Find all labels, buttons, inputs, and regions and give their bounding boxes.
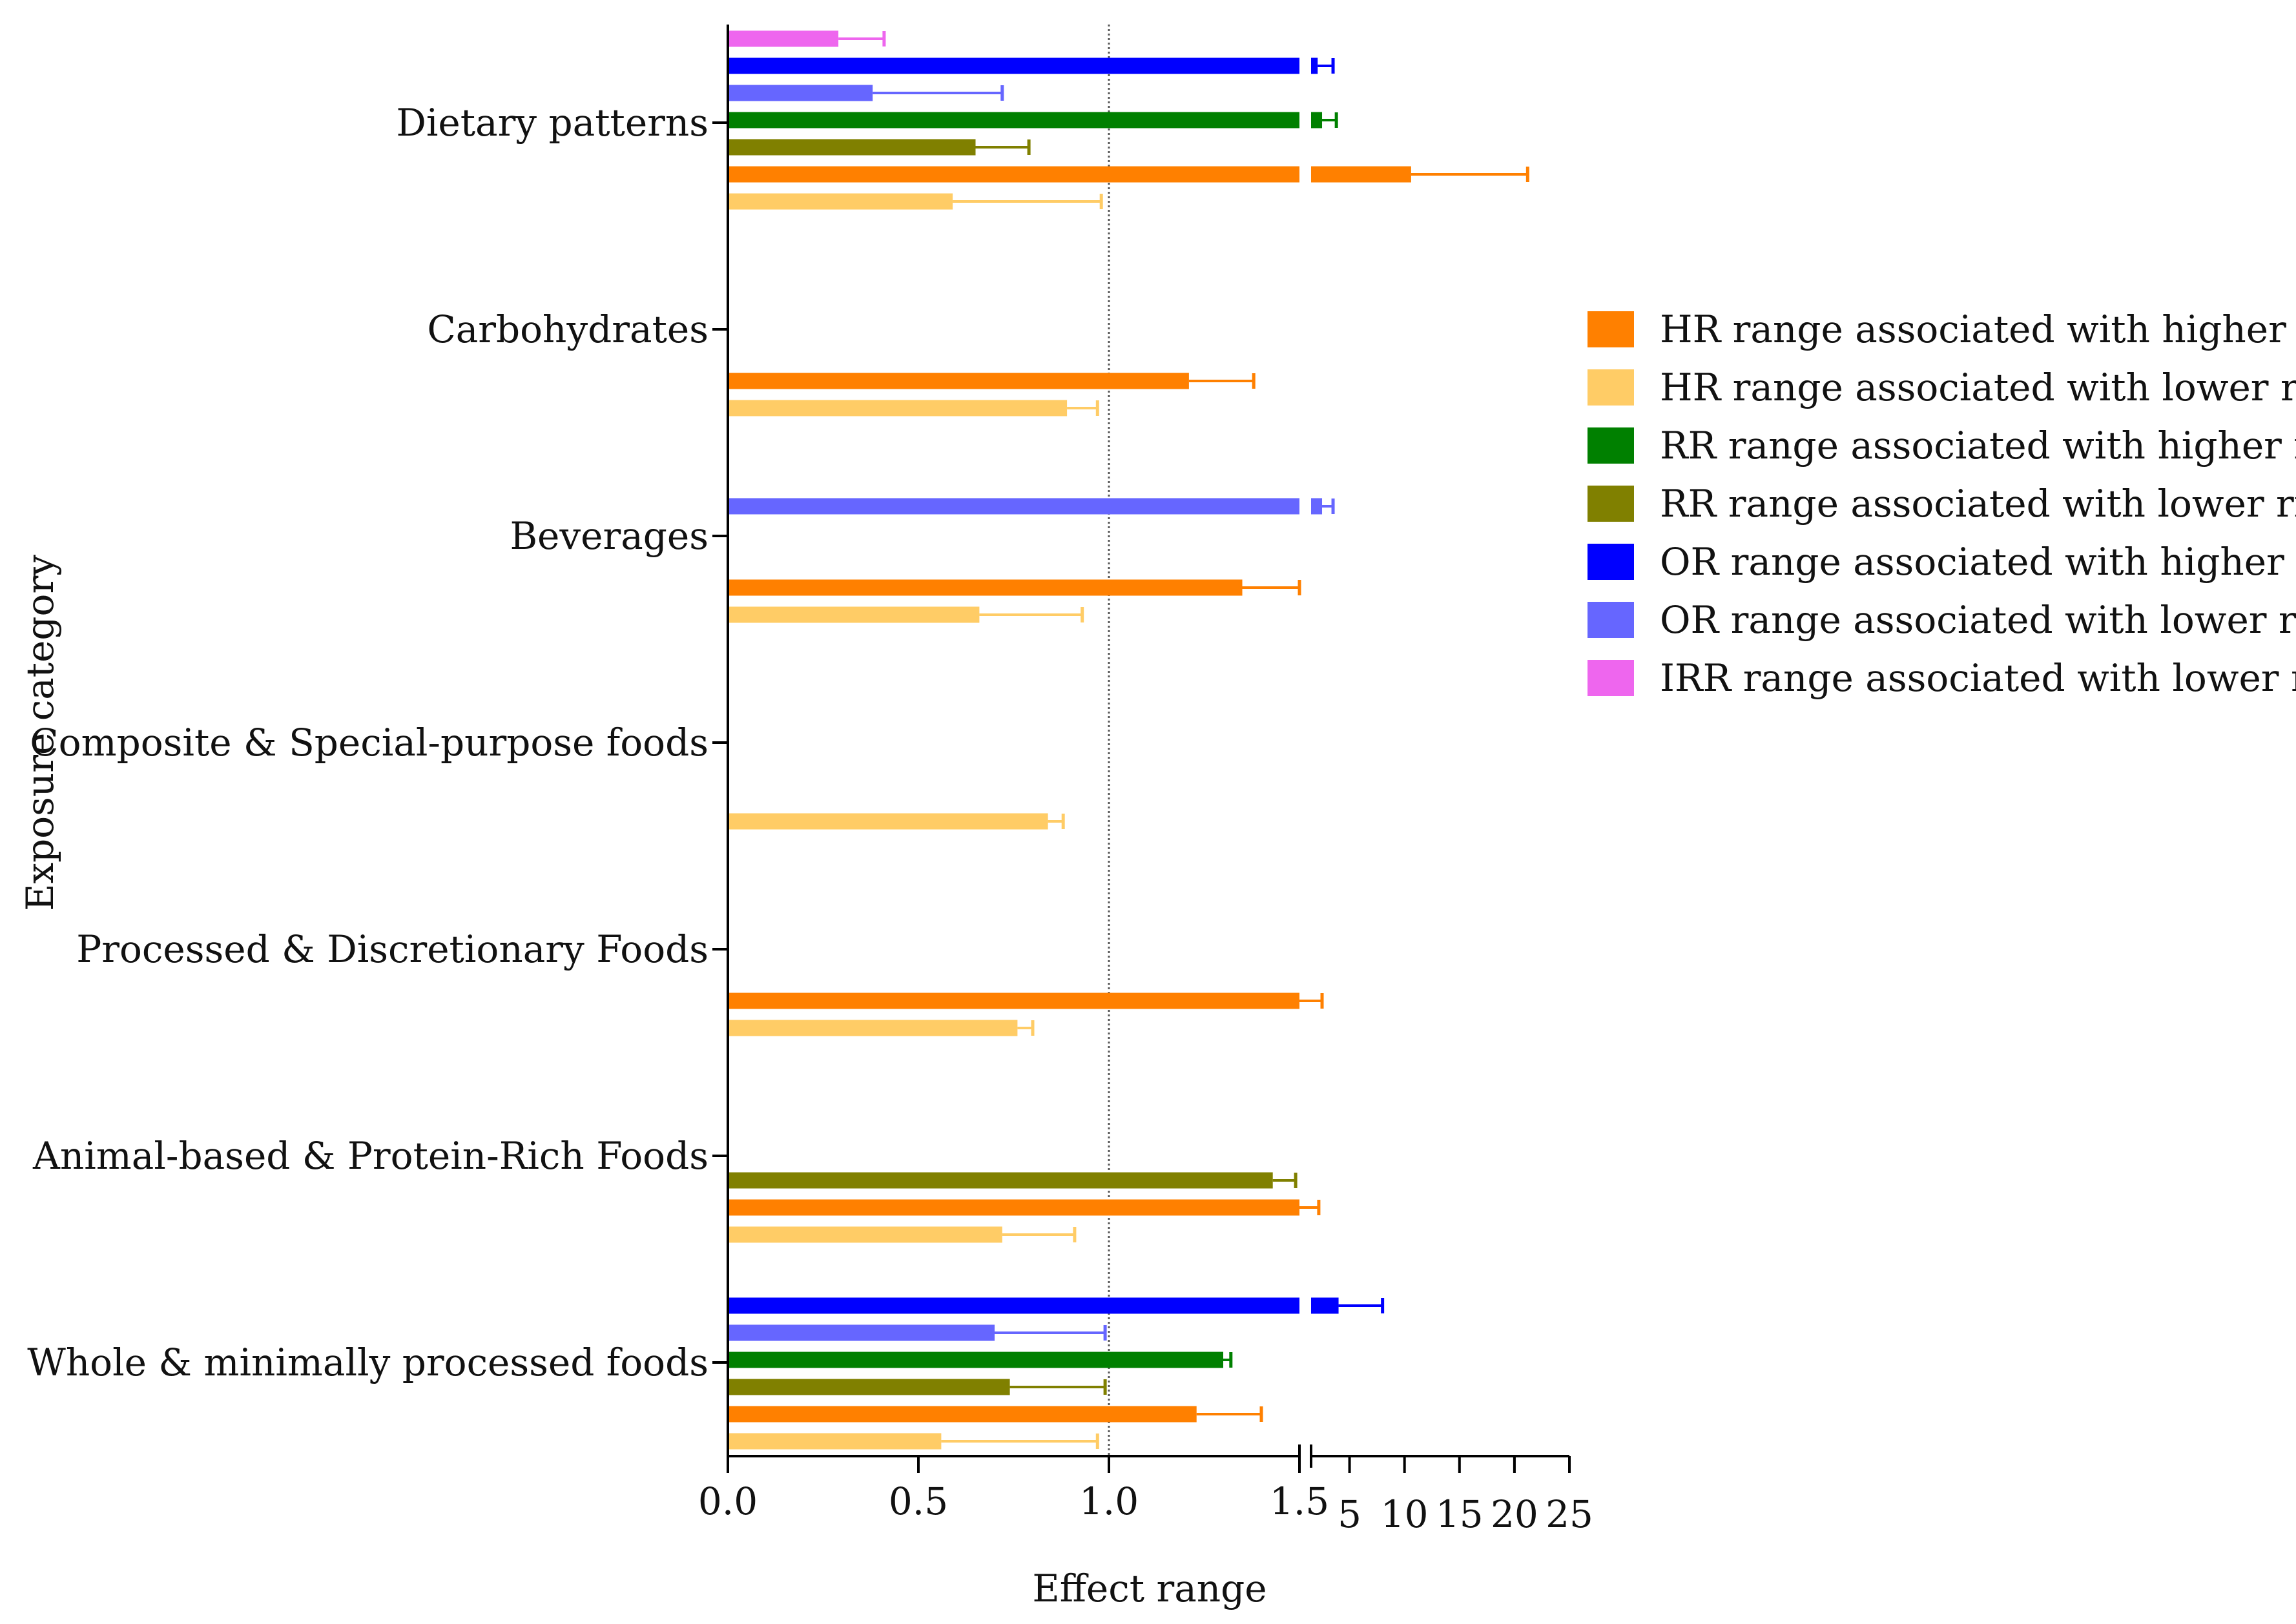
y-tick-label-animal-based-and-protein-rich-foods: Animal-based & Protein-Rich Foods (32, 1134, 708, 1178)
legend-label: OR range associated with lower risk (1660, 598, 2296, 642)
bar-rect (728, 1433, 942, 1450)
bar-carbohydrates-hr_low (728, 400, 1099, 416)
bar-rect (728, 1226, 1002, 1243)
bar-processed-and-discretionary-foods-hr_low (728, 1020, 1035, 1036)
bar-beverages-or_low (728, 498, 1335, 515)
y-tick-label-beverages: Beverages (510, 514, 708, 558)
bar-whole-and-minimally-processed-foods-or_high (728, 1297, 1385, 1314)
bar-rect-part (728, 498, 1299, 515)
legend-label: RR range associated with lower risk (1660, 482, 2296, 526)
bars-layer (728, 30, 1529, 1450)
bar-whole-and-minimally-processed-foods-rr_high (728, 1352, 1233, 1368)
bar-processed-and-discretionary-foods-hr_high (728, 992, 1324, 1009)
legend-item-hr_low: HR range associated with lower risk (1588, 365, 2296, 409)
legend-item-rr_low: RR range associated with lower risk (1588, 482, 2296, 526)
bar-whole-and-minimally-processed-foods-hr_high (728, 1406, 1263, 1423)
x-tick-label: 25 (1546, 1492, 1593, 1536)
bar-rect-break-part (1311, 166, 1411, 183)
bar-rect (728, 373, 1189, 389)
bar-dietary-patterns-or_high (728, 57, 1335, 74)
bar-rect (728, 400, 1068, 416)
bar-rect (728, 1020, 1018, 1036)
y-tick-label-dietary-patterns: Dietary patterns (396, 101, 708, 145)
legend-swatch (1588, 311, 1634, 347)
bar-rect-part (728, 112, 1299, 128)
legend-item-irr_low: IRR range associated with lower risk (1588, 656, 2296, 700)
bar-dietary-patterns-irr_low (728, 30, 886, 47)
x-tick-label: 20 (1491, 1492, 1538, 1536)
x-tick-label: 15 (1436, 1492, 1484, 1536)
y-tick-label-carbohydrates: Carbohydrates (427, 307, 708, 351)
bar-animal-based-and-protein-rich-foods-hr_low (728, 1226, 1077, 1243)
legend-label: IRR range associated with lower risk (1660, 656, 2296, 700)
legend-item-rr_high: RR range associated with higher risk (1588, 424, 2296, 468)
bar-rect (728, 1324, 995, 1341)
bar-rect-break-part (1311, 498, 1323, 515)
bar-animal-based-and-protein-rich-foods-rr_low (728, 1172, 1298, 1189)
legend-swatch (1588, 602, 1634, 638)
legend-label: RR range associated with higher risk (1660, 424, 2296, 468)
bar-rect-part (728, 57, 1299, 74)
y-tick-label-processed-and-discretionary-foods: Processed & Discretionary Foods (76, 927, 708, 971)
bar-rect (728, 813, 1048, 830)
y-tick-label-whole-and-minimally-processed-foods: Whole & minimally processed foods (27, 1341, 708, 1384)
x-tick-label: 5 (1338, 1492, 1361, 1536)
bar-rect (728, 579, 1243, 596)
bar-whole-and-minimally-processed-foods-hr_low (728, 1433, 1099, 1450)
x-tick-label: 10 (1381, 1492, 1429, 1536)
y-axis-label: Exposure category (18, 555, 62, 911)
bar-rect (728, 85, 873, 101)
x-axis-label: Effect range (1032, 1567, 1267, 1610)
legend-swatch (1588, 427, 1634, 464)
x-tick-label: 1.0 (1079, 1479, 1139, 1523)
legend: HR range associated with higher risk HR r… (1588, 307, 2296, 700)
legend-label: HR range associated with higher risk (1660, 307, 2296, 351)
bar-dietary-patterns-hr_high (728, 166, 1529, 183)
bar-whole-and-minimally-processed-foods-or_low (728, 1324, 1107, 1341)
bar-rect (728, 1172, 1273, 1189)
bar-rect-break-part (1311, 1297, 1339, 1314)
legend-swatch (1588, 544, 1634, 580)
bar-dietary-patterns-hr_low (728, 193, 1103, 210)
x-tick-label: 0.0 (698, 1479, 758, 1523)
bar-rect-break-part (1311, 57, 1318, 74)
legend-swatch (1588, 486, 1634, 522)
bar-dietary-patterns-or_low (728, 85, 1004, 101)
legend-item-or_low: OR range associated with lower risk (1588, 598, 2296, 642)
bar-carbohydrates-hr_high (728, 373, 1256, 389)
axes-layer: Dietary patterns Carbohydrates Beverages Co… (27, 25, 1593, 1536)
bar-rect (728, 193, 953, 210)
legend-item-hr_high: HR range associated with higher risk (1588, 307, 2296, 351)
bar-rect (728, 1199, 1299, 1216)
x-tick-label: 0.5 (889, 1479, 948, 1523)
bar-whole-and-minimally-processed-foods-rr_low (728, 1379, 1107, 1395)
bar-rect (728, 30, 839, 47)
legend-swatch (1588, 660, 1634, 696)
legend-label: OR range associated with higher risk (1660, 540, 2296, 584)
bar-rect (728, 1379, 1010, 1395)
bar-beverages-hr_low (728, 606, 1084, 623)
bar-dietary-patterns-rr_high (728, 112, 1338, 128)
legend-swatch (1588, 369, 1634, 406)
bar-rect-part (728, 166, 1299, 183)
legend-item-or_high: OR range associated with higher risk (1588, 540, 2296, 584)
bar-dietary-patterns-rr_low (728, 139, 1031, 156)
bar-rect (728, 1352, 1223, 1368)
bar-rect (728, 992, 1299, 1009)
y-tick-label-composite-and-special-purpose-foods: Composite & Special-purpose foods (30, 721, 708, 765)
bar-rect (728, 139, 976, 156)
bar-rect-part (728, 1297, 1299, 1314)
bar-rect-break-part (1311, 112, 1323, 128)
x-tick-label: 1.5 (1270, 1479, 1329, 1523)
bar-composite-and-special-purpose-foods-hr_low (728, 813, 1065, 830)
bar-rect (728, 1406, 1197, 1423)
legend-label: HR range associated with lower risk (1660, 365, 2296, 409)
bar-beverages-hr_high (728, 579, 1301, 596)
bar-animal-based-and-protein-rich-foods-hr_high (728, 1199, 1321, 1216)
bar-rect (728, 606, 980, 623)
